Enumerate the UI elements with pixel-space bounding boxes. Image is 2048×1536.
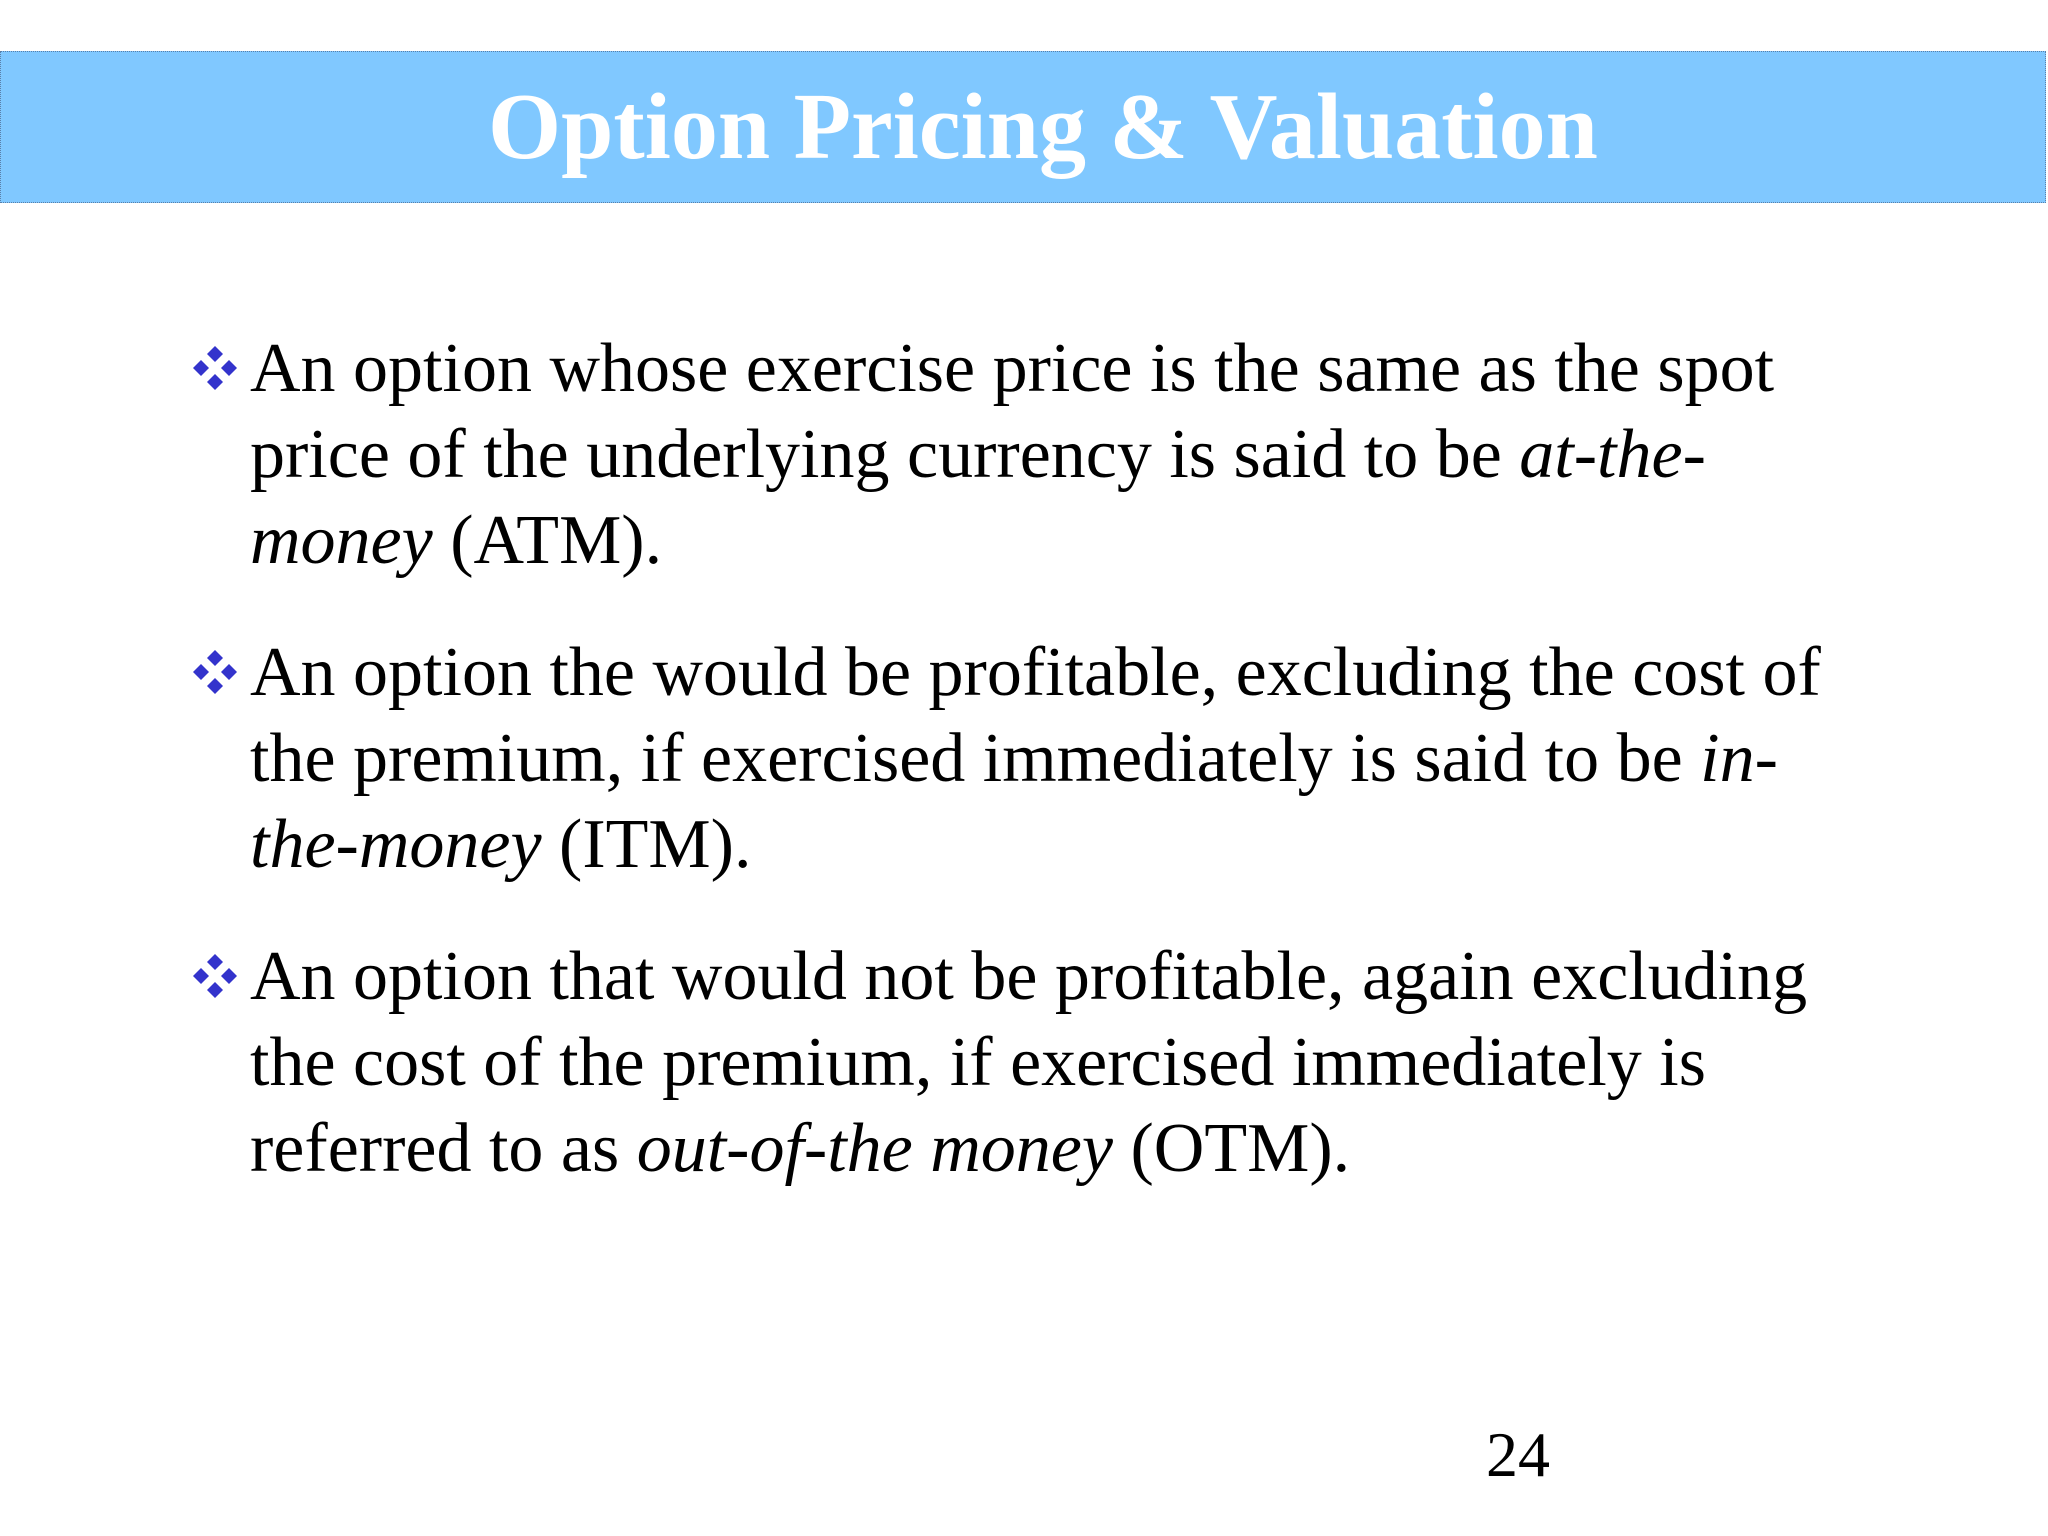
four-diamond-bullet-icon	[193, 346, 237, 390]
bullet-text-part: An option whose exercise price is the sa…	[250, 330, 1775, 493]
bullet-item: An option whose exercise price is the sa…	[180, 326, 1860, 584]
four-diamond-bullet-icon	[193, 954, 237, 998]
bullet-list: An option whose exercise price is the sa…	[180, 326, 1860, 1238]
bullet-text: An option that would not be profitable, …	[250, 934, 1850, 1192]
title-bar: Option Pricing & Valuation	[0, 51, 2046, 203]
bullet-term: at-the-money	[250, 416, 1706, 579]
bullet-text-part: (OTM).	[1112, 1110, 1351, 1187]
bullet-item: An option that would not be profitable, …	[180, 934, 1860, 1192]
bullet-text-part: (ITM).	[541, 806, 752, 883]
bullet-text: An option whose exercise price is the sa…	[250, 326, 1850, 584]
page-number: 24	[1486, 1419, 1550, 1490]
bullet-term: in-the-money	[250, 720, 1778, 883]
bullet-term: out-of-the money	[636, 1110, 1113, 1187]
bullet-text: An option the would be profitable, exclu…	[250, 630, 1850, 888]
bullet-text-part: An option that would not be profitable, …	[250, 938, 1808, 1187]
bullet-text-part: (ATM).	[432, 502, 663, 579]
bullet-text-part: An option the would be profitable, exclu…	[250, 634, 1821, 797]
slide-title: Option Pricing & Valuation	[488, 75, 1598, 179]
four-diamond-bullet-icon	[193, 650, 237, 694]
bullet-item: An option the would be profitable, exclu…	[180, 630, 1860, 888]
